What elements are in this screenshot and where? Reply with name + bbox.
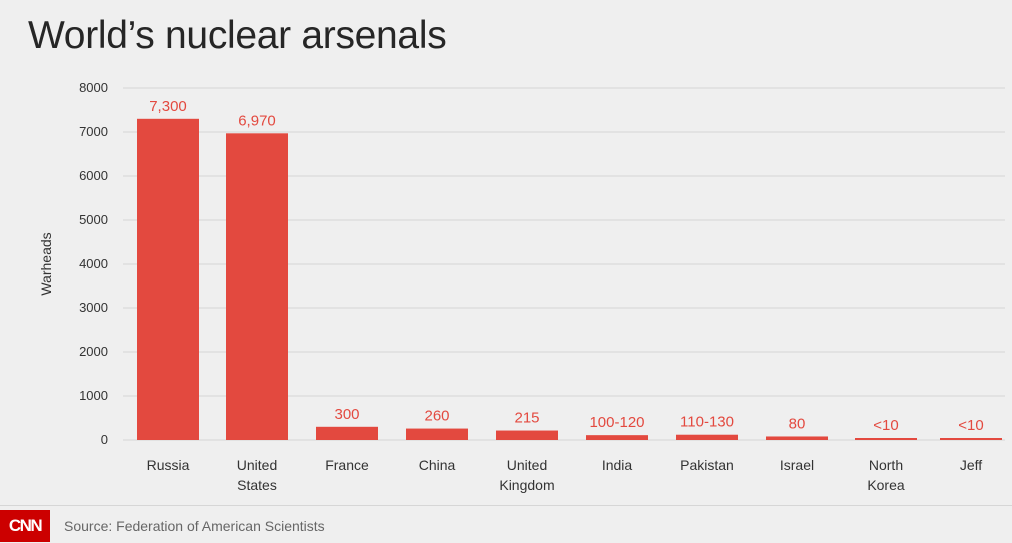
category-label: North Korea — [867, 457, 905, 493]
y-tick-label: 5000 — [79, 212, 108, 227]
bar — [766, 436, 828, 440]
value-label: 110-130 — [680, 414, 734, 431]
y-tick-label: 4000 — [79, 256, 108, 271]
bars — [137, 118, 1002, 441]
category-label: Israel — [780, 457, 814, 473]
y-axis-label: Warheads — [38, 232, 54, 295]
source-note: Source: Federation of American Scientist… — [64, 518, 325, 534]
value-label: 7,300 — [149, 98, 187, 115]
y-tick-label: 7000 — [79, 124, 108, 139]
category-labels: Russia United States France China United Kingd… — [147, 457, 983, 493]
y-tick-label: 3000 — [79, 300, 108, 315]
bar-chart: 0 1000 2000 3000 4000 5000 6000 7000 8000 7,300 6… — [38, 80, 1005, 493]
bar — [496, 430, 558, 440]
footer: CNN Source: Federation of American Scien… — [0, 505, 1012, 543]
value-label: 100-120 — [589, 414, 644, 431]
y-tick-label: 8000 — [79, 80, 108, 95]
value-label: <10 — [873, 417, 898, 434]
category-label: Pakistan — [680, 457, 734, 473]
category-label: Jeff — [960, 457, 982, 473]
bar — [137, 118, 199, 441]
bar — [406, 428, 468, 440]
category-label: United Kingdom — [499, 457, 554, 493]
bar — [586, 435, 648, 440]
bar — [940, 438, 1002, 440]
category-label: France — [325, 457, 369, 473]
bar — [855, 438, 917, 440]
category-label: China — [419, 457, 456, 473]
cnn-logo: CNN — [0, 510, 50, 542]
bar — [316, 426, 378, 440]
category-label: India — [602, 457, 633, 473]
category-label: Russia — [147, 457, 190, 473]
y-axis-ticks: 0 1000 2000 3000 4000 5000 6000 7000 8000 — [79, 80, 108, 447]
value-label: 300 — [334, 406, 359, 423]
value-label: 215 — [514, 410, 539, 427]
bar — [226, 133, 288, 440]
value-labels: 7,300 6,970 300 260 215 100-120 110-130 80 <10 <1… — [149, 98, 984, 434]
value-label: <10 — [958, 417, 983, 434]
chart-title: World’s nuclear arsenals — [28, 14, 447, 57]
y-tick-label: 6000 — [79, 168, 108, 183]
value-label: 80 — [789, 415, 806, 432]
y-tick-label: 1000 — [79, 388, 108, 403]
y-tick-label: 0 — [101, 432, 108, 447]
value-label: 260 — [424, 408, 449, 425]
bar — [676, 434, 738, 440]
value-label: 6,970 — [238, 112, 276, 129]
category-label: United States — [237, 457, 277, 493]
y-tick-label: 2000 — [79, 344, 108, 359]
